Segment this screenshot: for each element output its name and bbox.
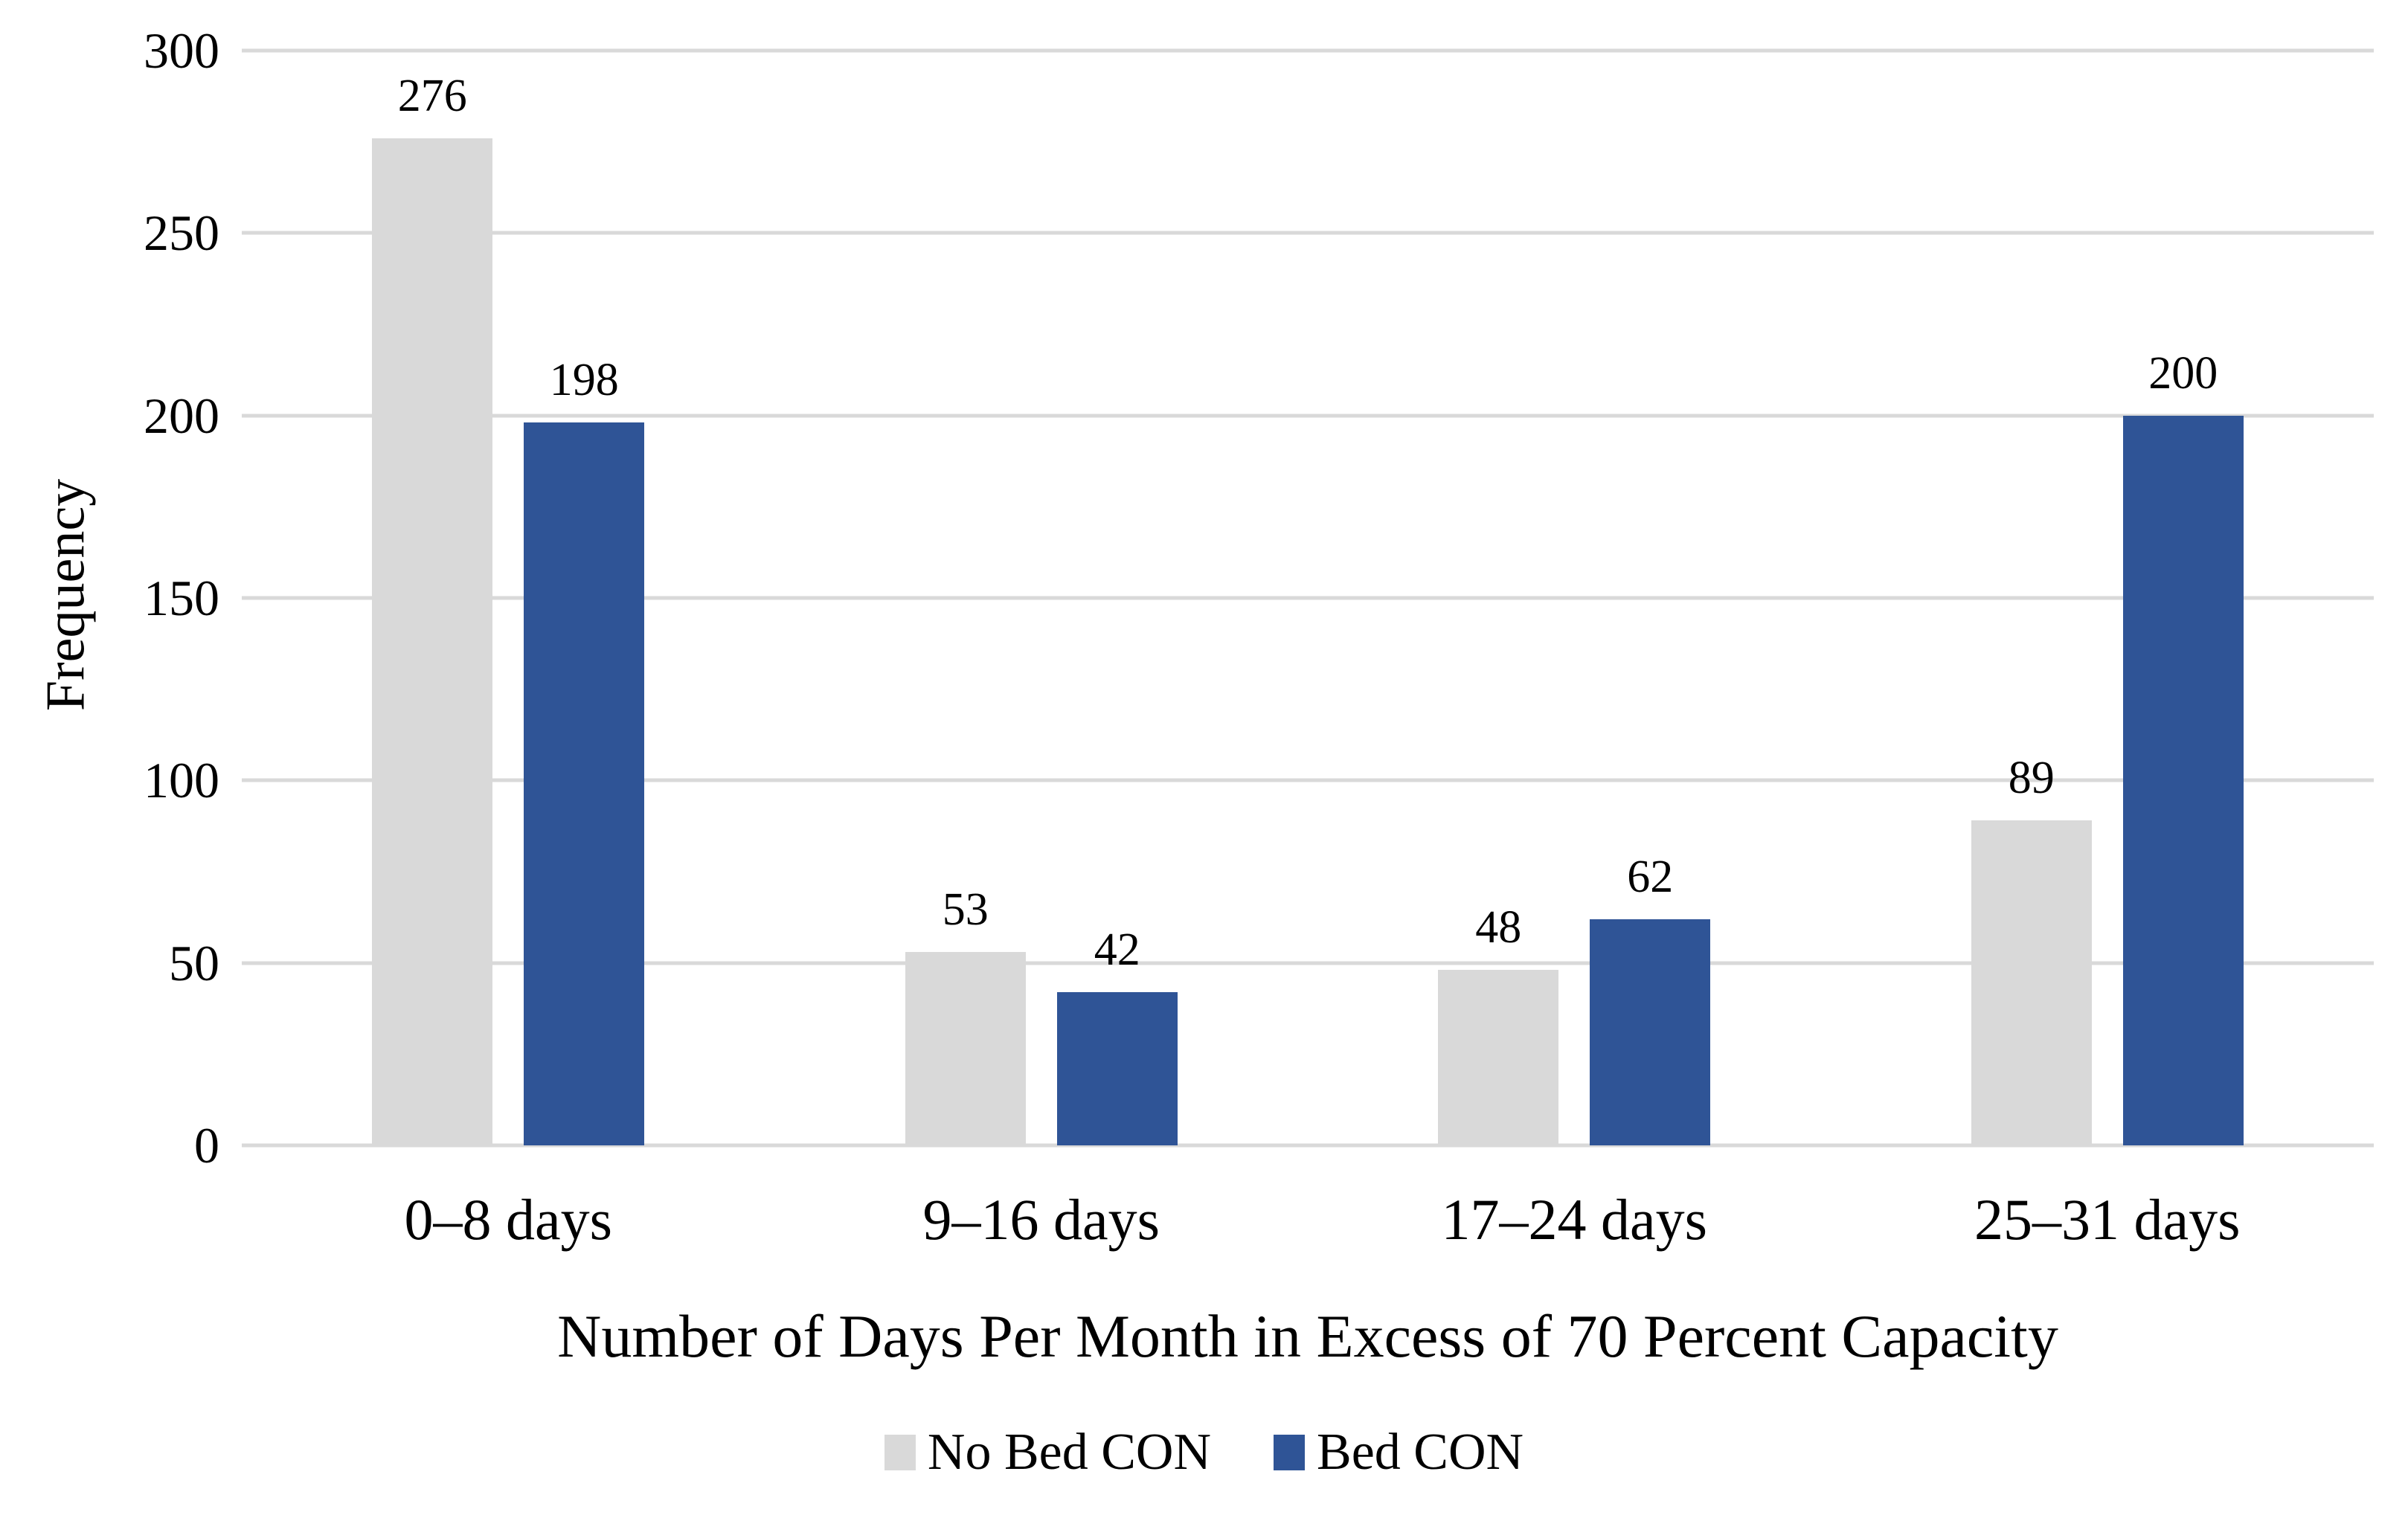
gridline (242, 48, 2374, 53)
gridline (242, 414, 2374, 418)
y-tick-label: 250 (144, 205, 219, 262)
legend: No Bed CON Bed CON (0, 1417, 2408, 1487)
bar-group: 89 200 (1841, 51, 2375, 1145)
plot-area: 276 198 53 42 48 62 89 200 (242, 48, 2375, 1148)
y-tick-label: 100 (144, 752, 219, 809)
legend-marker (884, 1434, 916, 1470)
bar-bed-con: 200 (2122, 348, 2244, 1145)
y-tick-label: 200 (144, 387, 219, 444)
legend-label: No Bed CON (927, 1423, 1212, 1481)
x-category-label: 0–8 days (404, 1187, 612, 1252)
bar-value-label: 89 (2008, 753, 2055, 804)
y-tick-label: 0 (194, 1117, 219, 1174)
bar-value-label: 62 (1627, 851, 1674, 902)
gridline (242, 596, 2374, 600)
bar-group: 276 198 (242, 51, 775, 1145)
x-category-label: 25–31 days (1974, 1187, 2241, 1252)
bar-value-label: 48 (1475, 902, 1522, 953)
x-axis-title: Number of Days Per Month in Excess of 70… (557, 1302, 2058, 1370)
legend-item: Bed CON (1274, 1423, 1524, 1482)
bar-no-bed-con: 48 (1438, 902, 1559, 1145)
y-tick-label: 150 (144, 570, 219, 626)
bar-value-label: 276 (397, 70, 467, 121)
bar-value-label: 200 (2148, 347, 2218, 399)
bar-group: 48 62 (1308, 51, 1841, 1145)
bar-bed-con: 42 (1056, 924, 1178, 1145)
bar-value-label: 53 (942, 884, 989, 935)
bar-value-label: 42 (1094, 924, 1140, 975)
bar-no-bed-con: 89 (1971, 753, 2092, 1145)
bar-bed-con: 62 (1590, 852, 1711, 1145)
legend-marker (1274, 1434, 1306, 1470)
bar-bed-con: 198 (524, 355, 645, 1145)
x-category-label: 9–16 days (922, 1187, 1160, 1252)
gridline (242, 778, 2374, 782)
gridline (242, 231, 2374, 235)
bar-group: 53 42 (775, 51, 1309, 1145)
legend-label: Bed CON (1317, 1423, 1524, 1481)
legend-item: No Bed CON (884, 1423, 1211, 1482)
bar-value-label: 198 (549, 355, 619, 406)
y-tick-label: 300 (144, 22, 219, 79)
bar-no-bed-con: 276 (372, 71, 493, 1145)
x-axis-category-labels: 0–8 days 9–16 days 17–24 days 25–31 days (242, 1179, 2374, 1261)
y-tick-label: 50 (169, 934, 219, 991)
gridline (242, 961, 2374, 965)
gridline (242, 1143, 2374, 1148)
x-category-label: 17–24 days (1441, 1187, 1707, 1252)
bar-no-bed-con: 53 (905, 884, 1026, 1145)
